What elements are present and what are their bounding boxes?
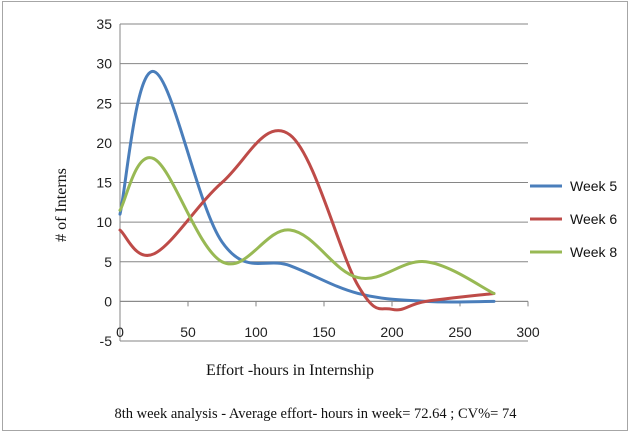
legend-label: Week 5 xyxy=(570,178,617,194)
x-tick-label: 50 xyxy=(180,324,196,340)
y-tick-label: 20 xyxy=(96,135,112,151)
x-tick-label: 150 xyxy=(312,324,336,340)
y-tick-label: 0 xyxy=(104,293,112,309)
y-tick-label: -5 xyxy=(100,333,113,349)
y-tick-label: 10 xyxy=(96,214,112,230)
gridlines xyxy=(120,23,528,342)
x-tick-labels: 0 50 100 150 200 250 300 xyxy=(116,324,540,340)
series-line-week-6 xyxy=(118,129,496,312)
y-tick-label: 15 xyxy=(96,175,112,191)
y-tick-label: 5 xyxy=(104,254,112,270)
series-line-week-8 xyxy=(118,156,496,295)
x-tick-label: 300 xyxy=(516,324,540,340)
y-tick-label: 25 xyxy=(96,95,112,111)
legend-label: Week 6 xyxy=(570,211,617,227)
series-line-week-5 xyxy=(118,70,496,304)
series-lines xyxy=(118,70,496,312)
legend-label: Week 8 xyxy=(570,244,617,260)
y-tick-label: 30 xyxy=(96,56,112,72)
legend: Week 5 Week 6 Week 8 xyxy=(530,178,617,260)
y-tick-label: 35 xyxy=(96,16,112,32)
x-tick-label: 200 xyxy=(380,324,404,340)
y-axis-title: # of Interns xyxy=(53,168,70,242)
x-axis-title: Effort -hours in Internship xyxy=(206,362,374,379)
x-tick-label: 0 xyxy=(116,324,124,340)
x-tick-label: 100 xyxy=(244,324,268,340)
y-tick-labels: -5 0 5 10 15 20 25 30 35 xyxy=(96,16,112,349)
x-tick-label: 250 xyxy=(448,324,472,340)
chart-caption: 8th week analysis - Average effort- hour… xyxy=(114,406,517,422)
